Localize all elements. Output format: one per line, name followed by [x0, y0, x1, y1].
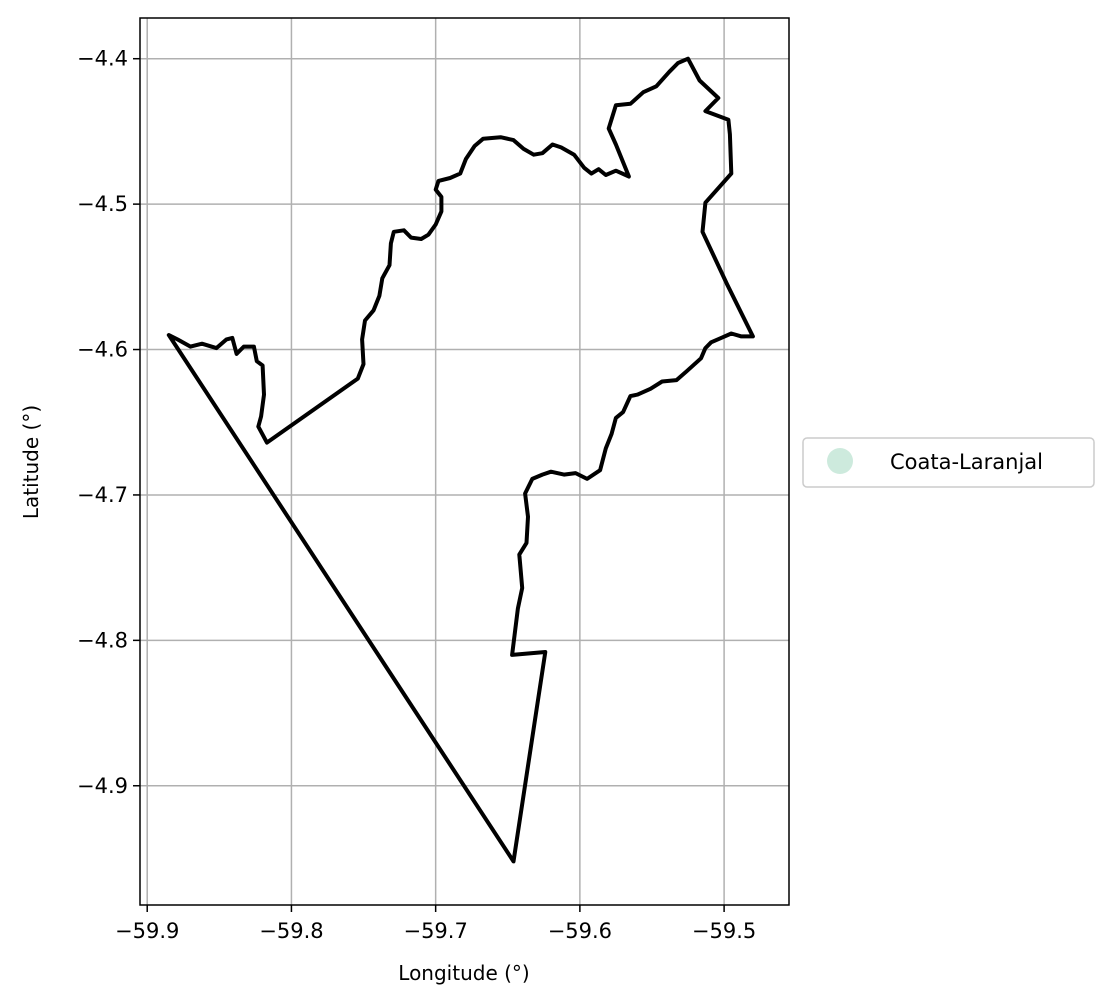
y-tick-label: −4.9	[77, 774, 128, 798]
x-axis-ticks: −59.9 −59.8 −59.7 −59.6 −59.5	[115, 905, 756, 943]
x-tick-label: −59.5	[692, 919, 756, 943]
y-tick-label: −4.5	[77, 192, 128, 216]
legend-swatch-coata-laranjal	[827, 448, 853, 474]
x-axis-label: Longitude (°)	[398, 961, 529, 985]
x-tick-label: −59.7	[403, 919, 467, 943]
y-tick-label: −4.7	[77, 483, 128, 507]
legend-label-coata-laranjal: Coata-Laranjal	[890, 450, 1043, 474]
y-tick-label: −4.8	[77, 628, 128, 652]
grid-lines	[140, 18, 789, 905]
y-axis-label: Latitude (°)	[19, 405, 43, 519]
y-axis-ticks: −4.4 −4.5 −4.6 −4.7 −4.8 −4.9	[77, 47, 140, 798]
x-tick-label: −59.8	[259, 919, 323, 943]
y-tick-label: −4.6	[77, 338, 128, 362]
x-tick-label: −59.9	[115, 919, 179, 943]
plot-frame	[139, 17, 790, 906]
region-boundary	[166, 56, 755, 864]
y-tick-label: −4.4	[77, 47, 128, 71]
legend: Coata-Laranjal	[802, 437, 1095, 488]
x-tick-label: −59.6	[548, 919, 612, 943]
legend-box	[802, 437, 1095, 488]
